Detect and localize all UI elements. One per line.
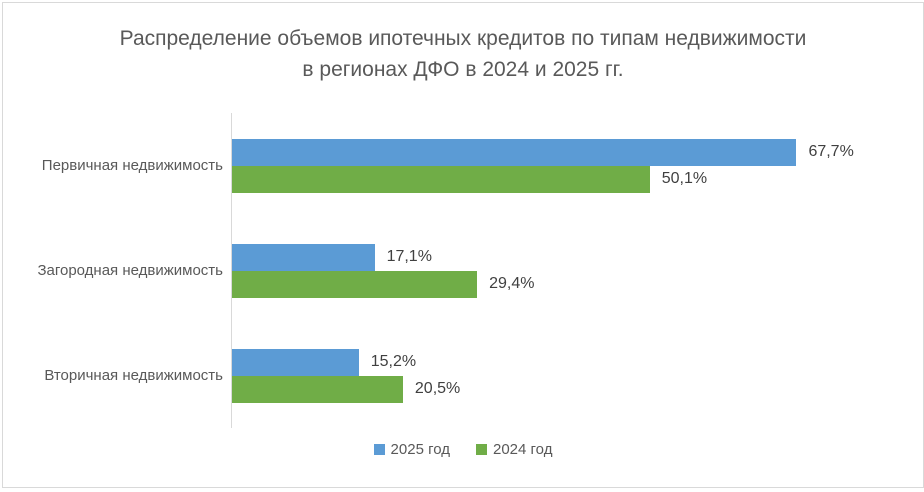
bars-cell: 67,7% 50,1% xyxy=(231,113,923,218)
bar-value-label: 17,1% xyxy=(386,248,432,265)
bar-group: Загородная недвижимость 17,1% 29,4% xyxy=(3,218,923,323)
bar-2024-год xyxy=(232,165,650,193)
legend-item: 2025 год xyxy=(373,441,450,458)
legend-item: 2024 год xyxy=(476,441,552,458)
bar-group: Вторичная недвижимость 15,2% 20,5% xyxy=(3,323,923,428)
bar-2025-год xyxy=(232,243,375,271)
bar-value-label: 20,5% xyxy=(414,380,461,397)
chart-title: Распределение объемов ипотечных кредитов… xyxy=(119,27,807,81)
bar-2025-год xyxy=(232,348,359,376)
bar-2024-год xyxy=(232,375,403,403)
bar-row: 17,1% xyxy=(232,243,899,271)
category-label: Вторичная недвижимость xyxy=(44,367,223,384)
plot-area: Первичная недвижимость 67,7% 50,1% Загородн… xyxy=(3,113,923,428)
bar-row: 20,5% xyxy=(232,375,899,403)
bars-cell: 15,2% 20,5% xyxy=(231,323,923,428)
category-cell: Вторичная недвижимость xyxy=(3,323,231,428)
bar-row: 15,2% xyxy=(232,348,899,376)
legend-label: 2024 год xyxy=(493,441,553,458)
chart-legend: 2025 год 2024 год xyxy=(3,441,923,458)
bar-value-label: 15,2% xyxy=(370,353,417,370)
bars-cell: 17,1% 29,4% xyxy=(231,218,923,323)
bar-row: 29,4% xyxy=(232,270,899,298)
legend-label: 2025 год xyxy=(390,441,450,458)
bar-value-label: 67,7% xyxy=(808,143,854,160)
bar-row: 67,7% xyxy=(232,138,899,166)
category-label: Загородная недвижимость xyxy=(37,262,223,279)
bar-value-label: 50,1% xyxy=(661,170,708,187)
category-label: Первичная недвижимость xyxy=(41,157,223,174)
bar-group: Первичная недвижимость 67,7% 50,1% xyxy=(3,113,923,218)
category-cell: Загородная недвижимость xyxy=(3,218,231,323)
bar-row: 50,1% xyxy=(232,165,899,193)
bar-2025-год xyxy=(232,138,797,166)
legend-swatch-icon xyxy=(476,444,487,455)
category-cell: Первичная недвижимость xyxy=(3,113,231,218)
bar-2024-год xyxy=(232,270,478,298)
legend-swatch-icon xyxy=(373,444,385,455)
bar-value-label: 29,4% xyxy=(489,275,535,292)
